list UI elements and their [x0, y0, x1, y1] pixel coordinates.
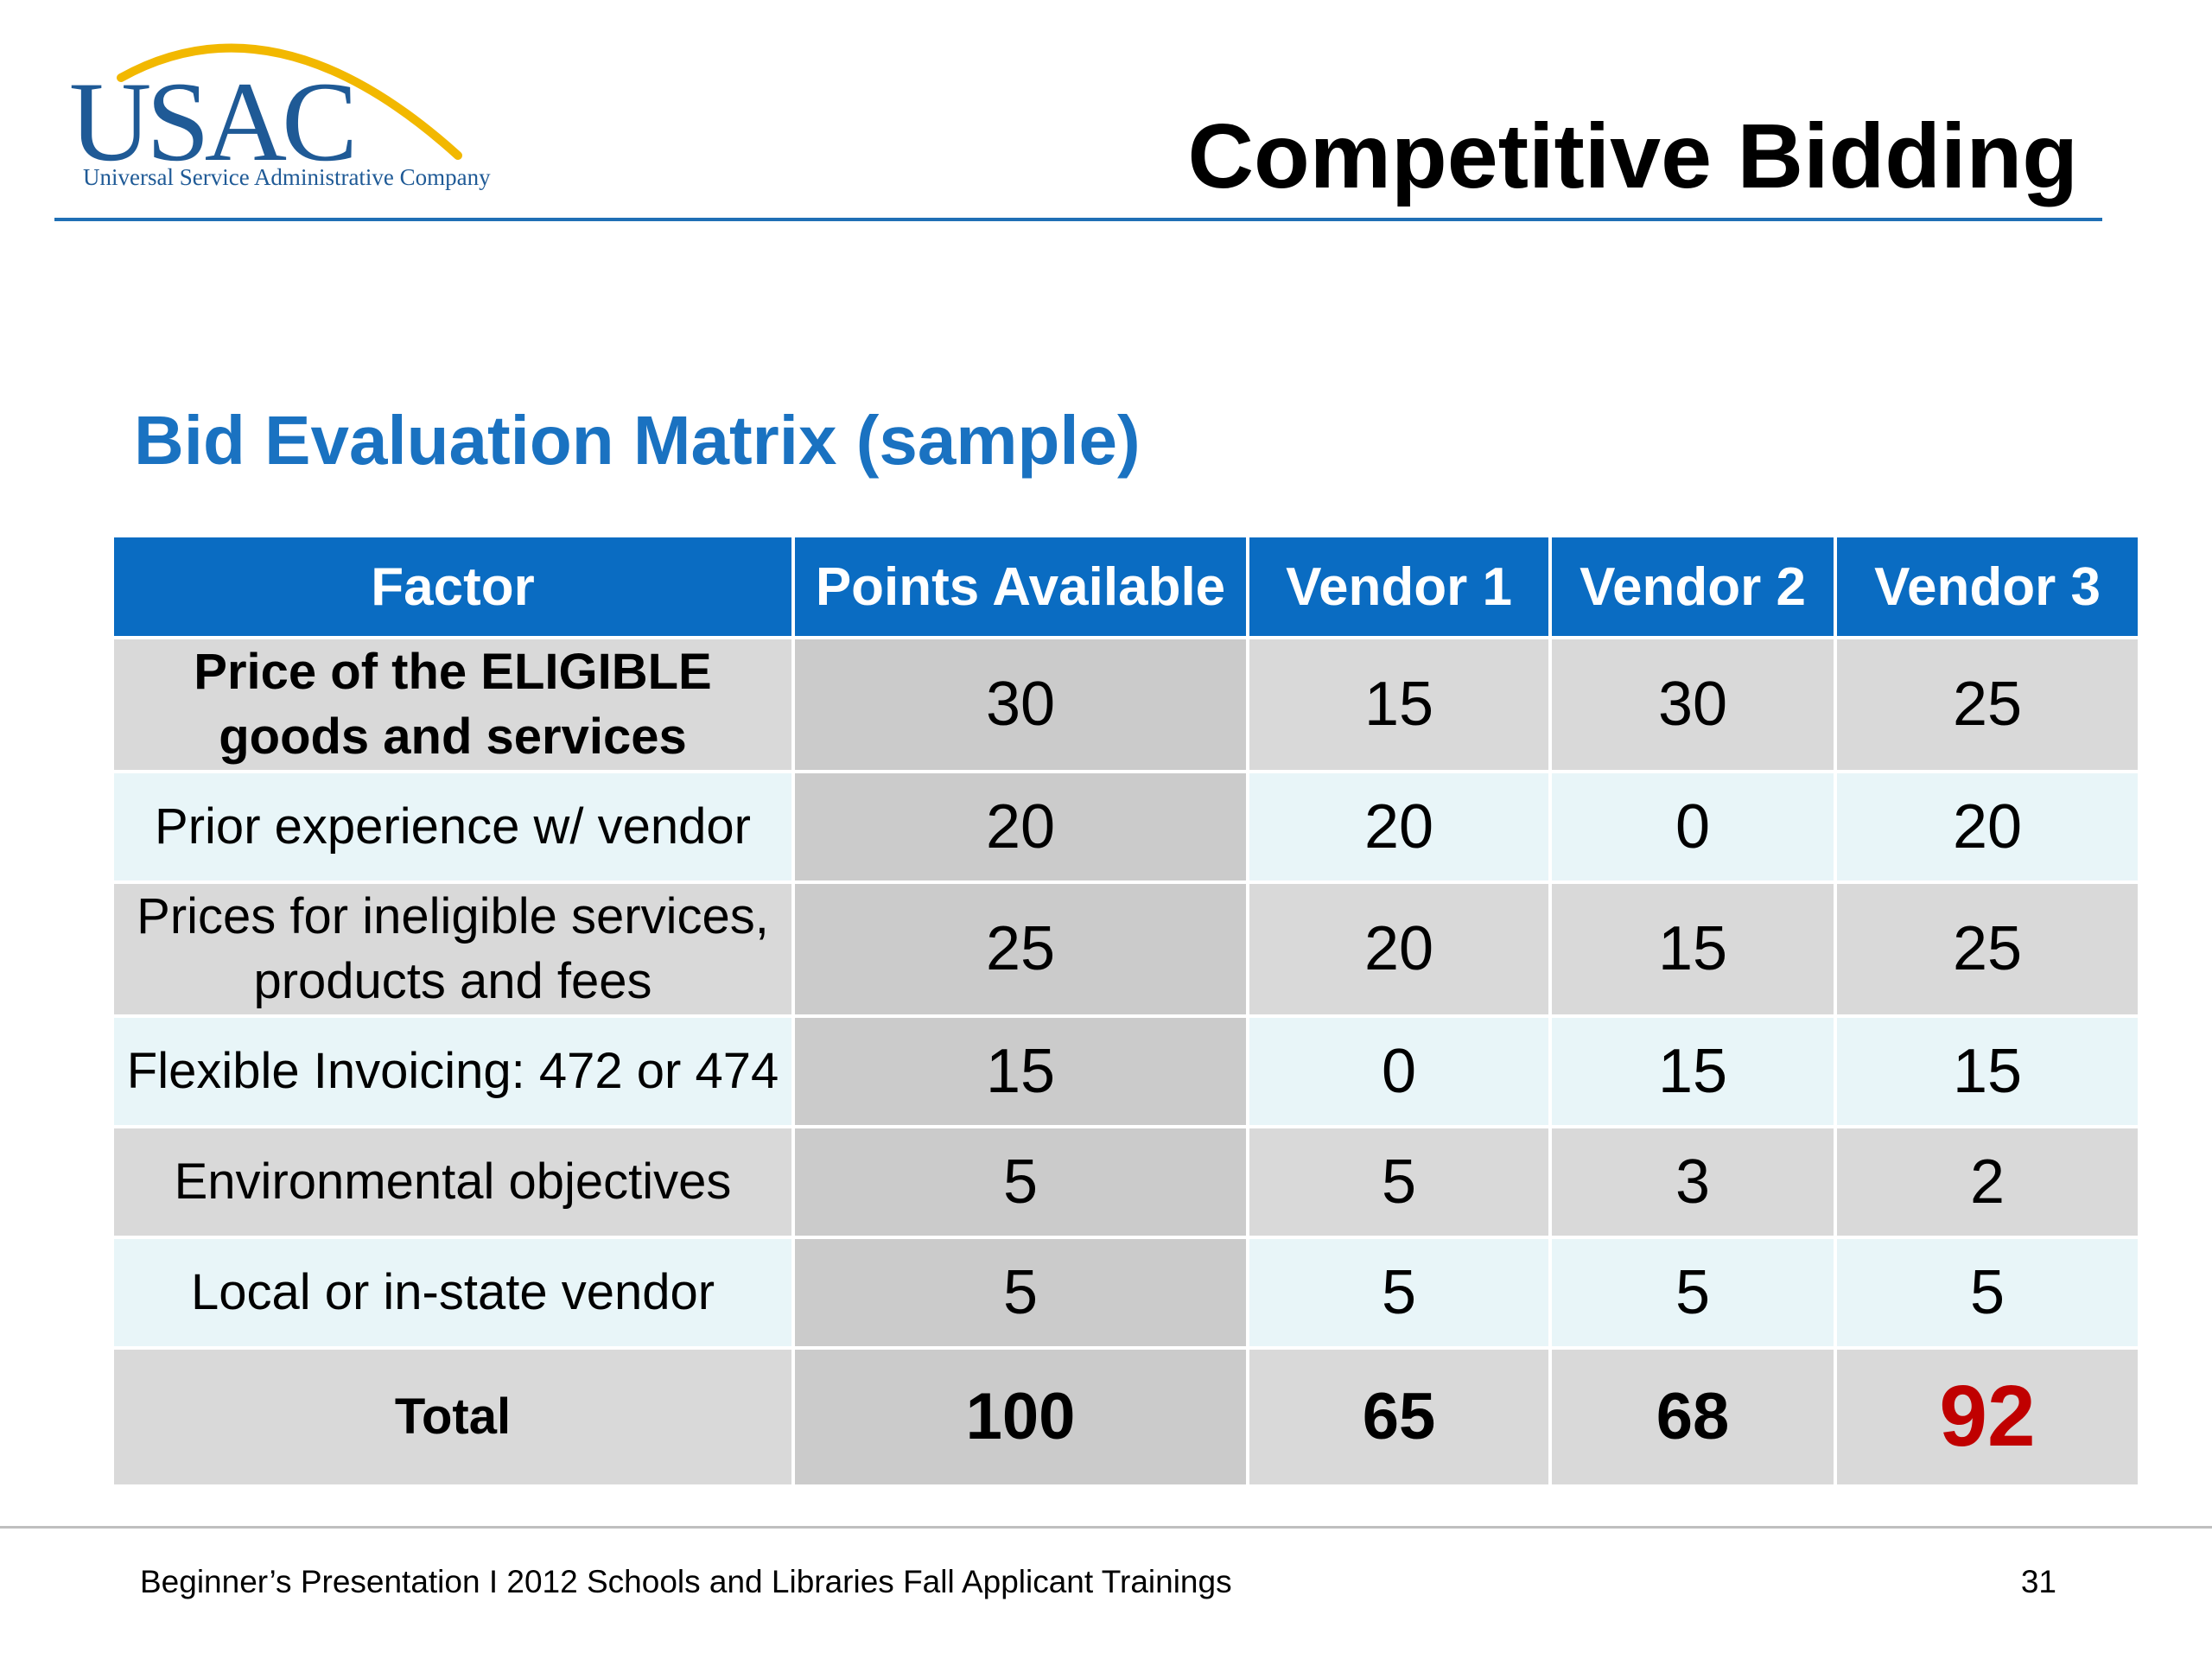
- vendor-3-cell: 15: [1834, 1014, 2141, 1128]
- vendor-1-cell: 20: [1246, 880, 1552, 1018]
- vendor-1-cell: 20: [1246, 769, 1552, 884]
- vendor-3-cell: 5: [1834, 1235, 2141, 1350]
- vendor-2-cell: 3: [1548, 1124, 1837, 1239]
- header-points-available: Points Available: [791, 534, 1249, 639]
- total-label: Total: [111, 1345, 795, 1488]
- footer-text: Beginner’s Presentation I 2012 Schools a…: [140, 1564, 1232, 1599]
- header-factor: Factor: [111, 534, 795, 639]
- vendor-1-cell: 5: [1246, 1124, 1552, 1239]
- header-vendor-2: Vendor 2: [1548, 534, 1837, 639]
- points-cell: 5: [791, 1235, 1249, 1350]
- header-vendor-3: Vendor 3: [1834, 534, 2141, 639]
- page-title: Competitive Bidding: [1187, 105, 2078, 207]
- total-row: Total 100 65 68 92: [111, 1345, 2141, 1488]
- vendor-2-cell: 0: [1548, 769, 1837, 884]
- factor-cell: Prior experience w/ vendor: [111, 769, 795, 884]
- table-row: Price of the ELIGIBLE goods and services…: [111, 636, 2141, 773]
- vendor-2-cell: 5: [1548, 1235, 1837, 1350]
- logo-name: USAC: [69, 58, 358, 185]
- total-vendor-2: 68: [1548, 1345, 1837, 1488]
- vendor-1-cell: 0: [1246, 1014, 1552, 1128]
- vendor-3-cell: 2: [1834, 1124, 2141, 1239]
- points-cell: 5: [791, 1124, 1249, 1239]
- vendor-1-cell: 15: [1246, 636, 1552, 773]
- vendor-2-cell: 30: [1548, 636, 1837, 773]
- vendor-1-cell: 5: [1246, 1235, 1552, 1350]
- table-row: Prior experience w/ vendor 20 20 0 20: [111, 769, 2141, 884]
- table-row: Prices for ineligible services, products…: [111, 880, 2141, 1018]
- points-cell: 15: [791, 1014, 1249, 1128]
- factor-cell: Environmental objectives: [111, 1124, 795, 1239]
- vendor-3-cell: 25: [1834, 880, 2141, 1018]
- logo-subtitle: Universal Service Administrative Company: [83, 164, 491, 190]
- usac-logo: USAC Universal Service Administrative Co…: [52, 26, 501, 199]
- factor-cell: Flexible Invoicing: 472 or 474: [111, 1014, 795, 1128]
- factor-cell: Prices for ineligible services, products…: [111, 880, 795, 1018]
- total-vendor-1: 65: [1246, 1345, 1552, 1488]
- page-number: 31: [2020, 1564, 2056, 1599]
- table-row: Local or in-state vendor 5 5 5 5: [111, 1235, 2141, 1350]
- vendor-3-cell: 25: [1834, 636, 2141, 773]
- total-points: 100: [791, 1345, 1249, 1488]
- vendor-2-cell: 15: [1548, 1014, 1837, 1128]
- logo-arc-icon: [117, 43, 462, 160]
- table-row: Flexible Invoicing: 472 or 474 15 0 15 1…: [111, 1014, 2141, 1128]
- vendor-2-cell: 15: [1548, 880, 1837, 1018]
- footer-divider: [0, 1526, 2212, 1529]
- header-divider: [54, 218, 2102, 221]
- factor-cell: Local or in-state vendor: [111, 1235, 795, 1350]
- factor-cell: Price of the ELIGIBLE goods and services: [111, 636, 795, 773]
- points-cell: 30: [791, 636, 1249, 773]
- table-row: Environmental objectives 5 5 3 2: [111, 1124, 2141, 1239]
- section-title: Bid Evaluation Matrix (sample): [134, 402, 1141, 479]
- table-header-row: Factor Points Available Vendor 1 Vendor …: [111, 534, 2141, 639]
- vendor-3-cell: 20: [1834, 769, 2141, 884]
- total-vendor-3: 92: [1834, 1345, 2141, 1488]
- points-cell: 25: [791, 880, 1249, 1018]
- bid-evaluation-table: Factor Points Available Vendor 1 Vendor …: [111, 534, 2141, 1488]
- header-vendor-1: Vendor 1: [1246, 534, 1552, 639]
- points-cell: 20: [791, 769, 1249, 884]
